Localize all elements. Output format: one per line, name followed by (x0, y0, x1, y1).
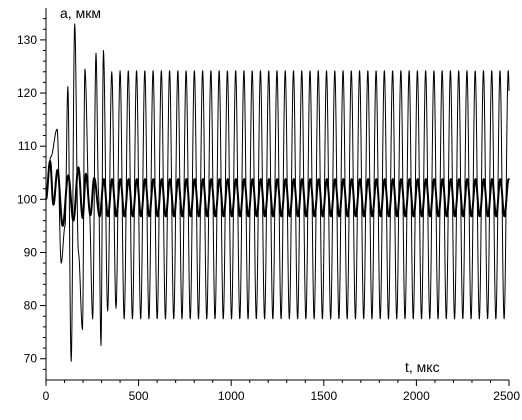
y-tick-label: 100 (17, 192, 37, 206)
x-tick-label: 1500 (310, 389, 337, 403)
x-tick-label: 2000 (403, 389, 430, 403)
y-axis-label: a, мкм (60, 5, 101, 21)
y-tick-label: 90 (24, 245, 38, 259)
y-tick-label: 130 (17, 33, 37, 47)
y-tick-label: 80 (24, 299, 38, 313)
y-tick-label: 110 (18, 139, 37, 153)
x-tick-label: 500 (129, 389, 149, 403)
x-tick-label: 1000 (218, 389, 245, 403)
y-tick-label: 70 (24, 352, 38, 366)
y-tick-label: 120 (17, 86, 37, 100)
x-tick-label: 2500 (493, 389, 520, 403)
x-axis-label: t, мкс (405, 359, 440, 375)
x-tick-label: 0 (43, 389, 50, 403)
